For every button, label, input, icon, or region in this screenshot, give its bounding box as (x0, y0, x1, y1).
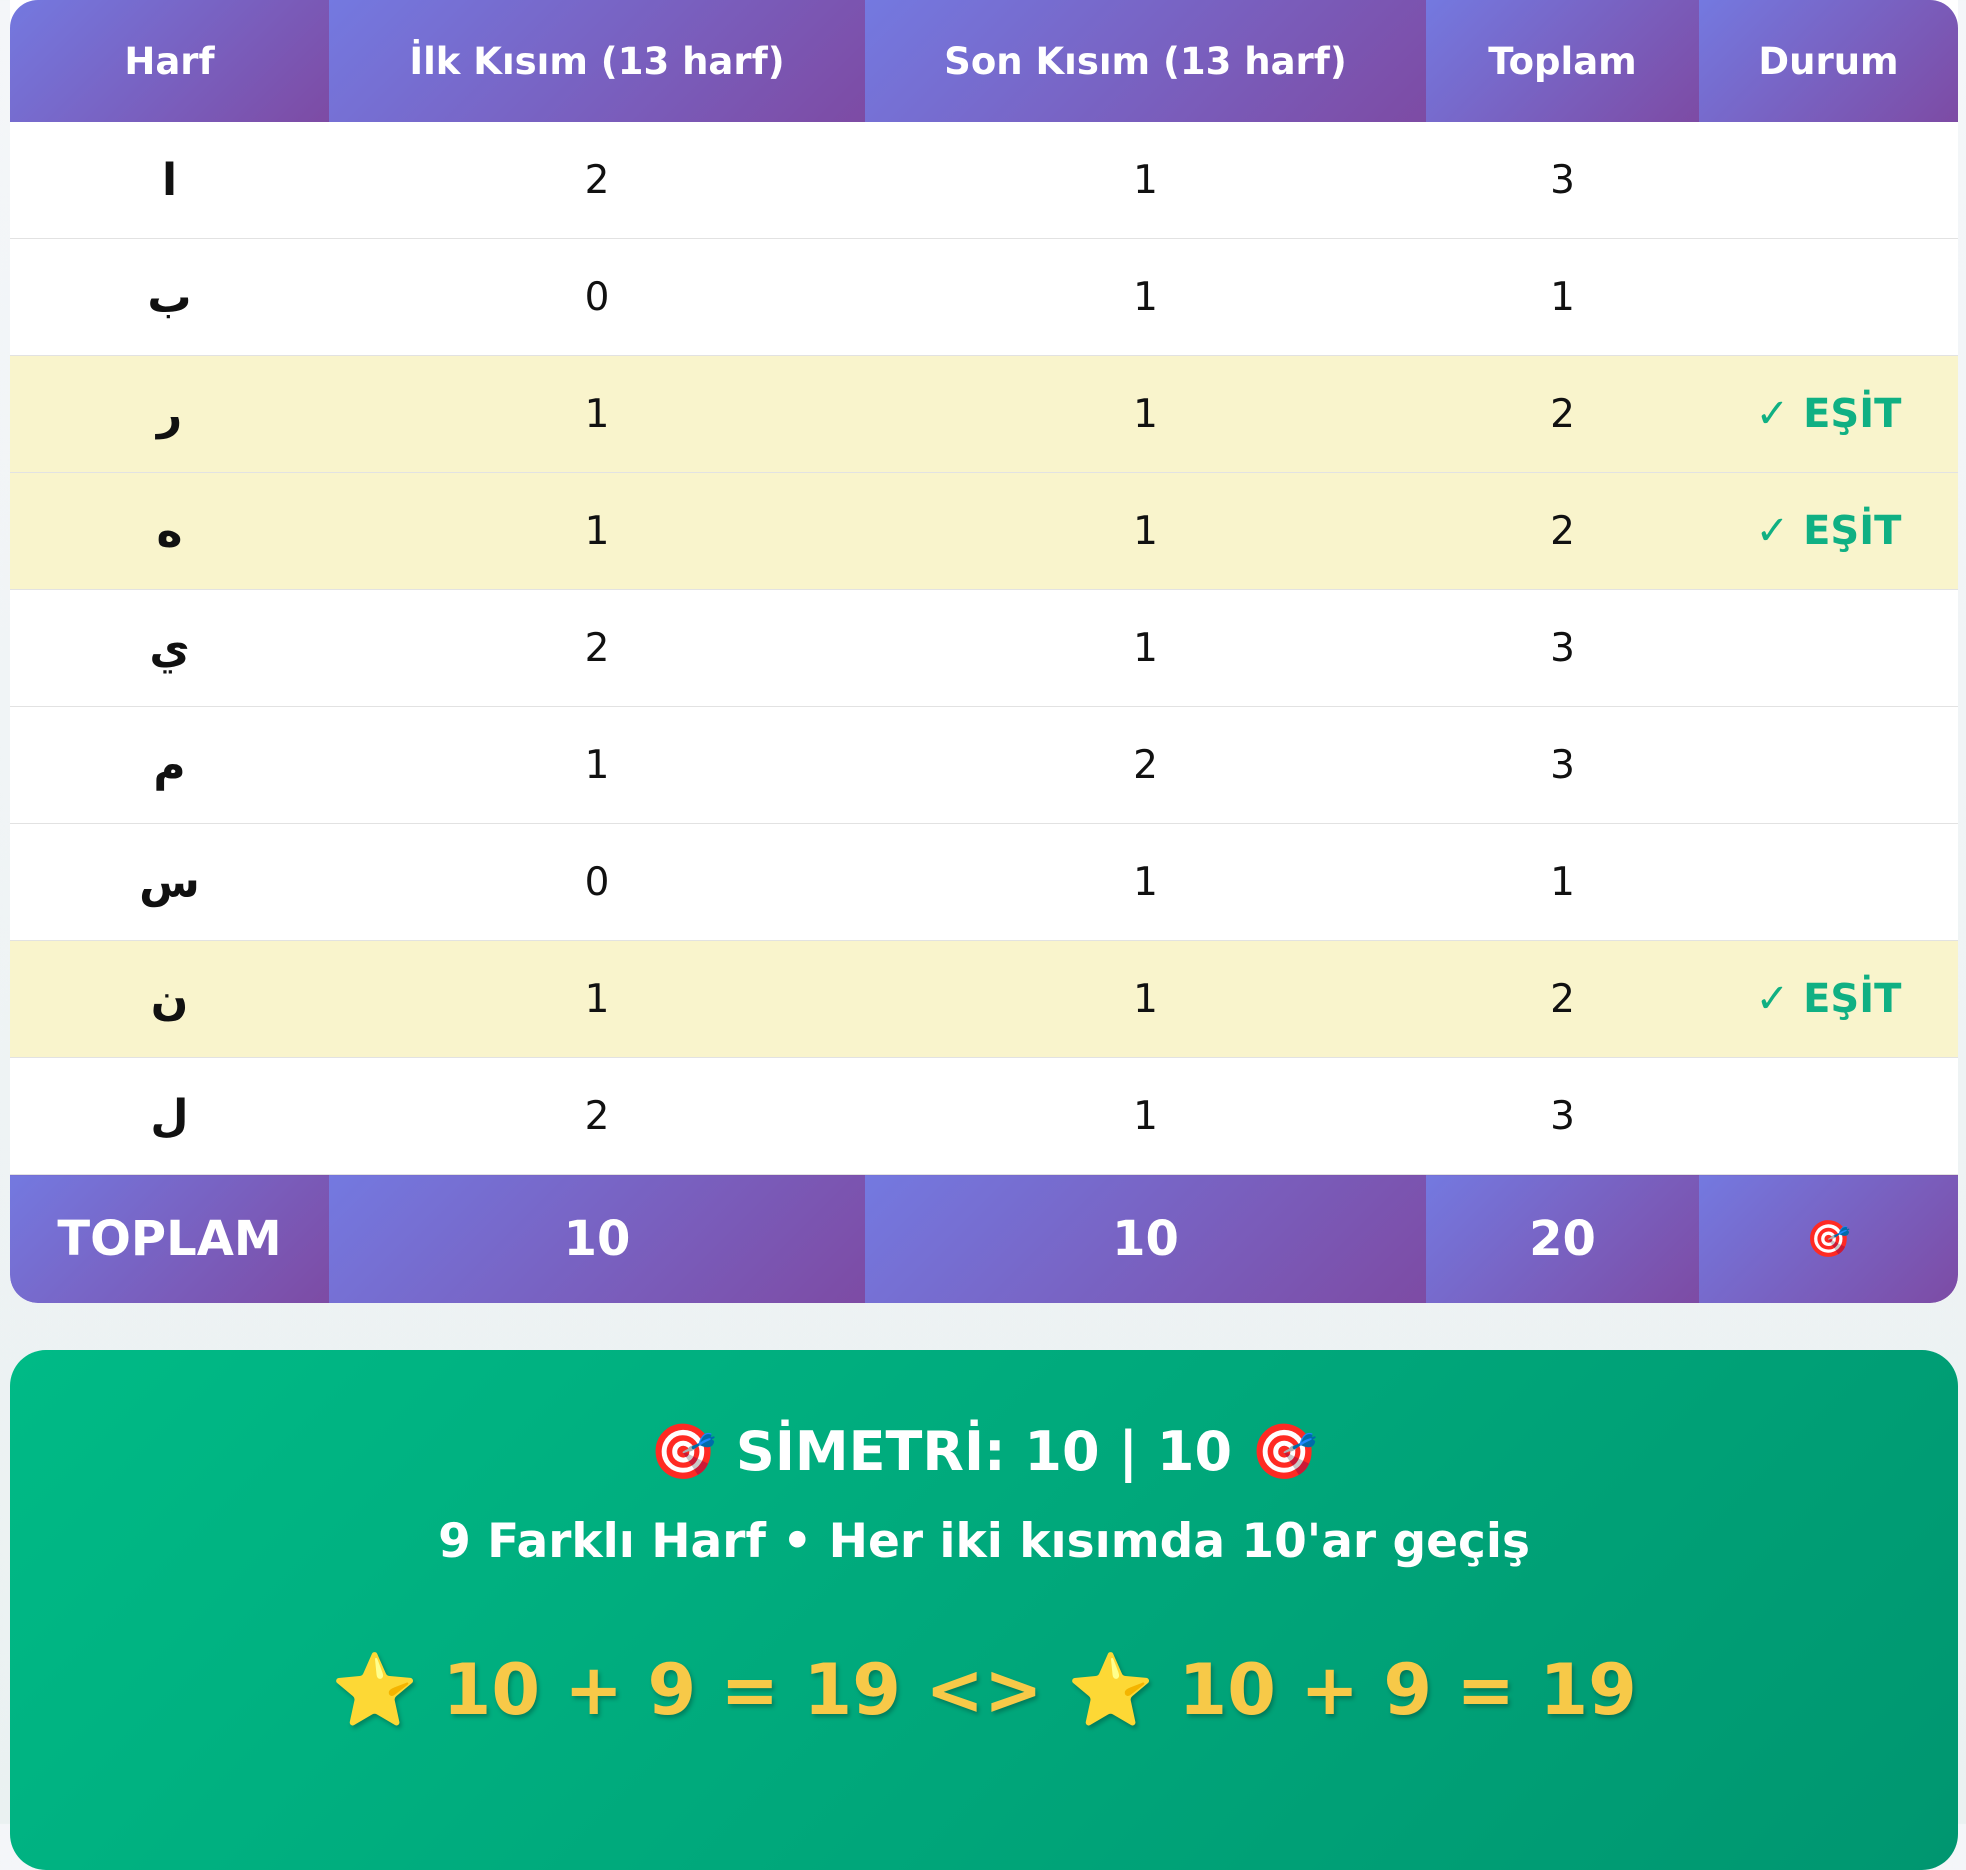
table-row: ه 1 1 2 ✓ EŞİT (10, 472, 1958, 590)
first-part-count: 2 (329, 122, 865, 239)
footer-last-total: 10 (865, 1174, 1426, 1303)
footer-first-total: 10 (329, 1174, 865, 1303)
table-header-row: Harf İlk Kısım (13 harf) Son Kısım (13 h… (10, 0, 1958, 122)
summary-subtitle: 9 Farklı Harf • Her iki kısımda 10'ar ge… (438, 1514, 1530, 1569)
last-part-count: 1 (865, 355, 1426, 473)
last-part-count: 1 (865, 122, 1426, 239)
first-part-count: 0 (329, 823, 865, 941)
total-count: 1 (1426, 823, 1699, 941)
letter-cell: ن (10, 940, 329, 1058)
total-count: 3 (1426, 122, 1699, 239)
table-row: ن 1 1 2 ✓ EŞİT (10, 940, 1958, 1058)
symmetry-summary-panel: 🎯 SİMETRİ: 10 | 10 🎯 9 Farklı Harf • Her… (10, 1350, 1958, 1870)
status-cell (1699, 706, 1958, 824)
table-footer-row: TOPLAM 10 10 20 🎯 (10, 1174, 1958, 1303)
first-part-count: 1 (329, 472, 865, 590)
letter-cell: ي (10, 589, 329, 707)
status-cell: ✓ EŞİT (1699, 940, 1958, 1058)
status-cell (1699, 823, 1958, 941)
status-cell (1699, 122, 1958, 239)
last-part-count: 1 (865, 238, 1426, 356)
last-part-count: 1 (865, 823, 1426, 941)
first-part-count: 1 (329, 706, 865, 824)
total-count: 2 (1426, 355, 1699, 473)
total-count: 1 (1426, 238, 1699, 356)
letter-cell: ل (10, 1057, 329, 1175)
letter-cell: ه (10, 472, 329, 590)
status-cell: ✓ EŞİT (1699, 355, 1958, 473)
summary-formula: ⭐ 10 + 9 = 19 <> ⭐ 10 + 9 = 19 (331, 1649, 1637, 1731)
first-part-count: 0 (329, 238, 865, 356)
letter-count-table: Harf İlk Kısım (13 harf) Son Kısım (13 h… (10, 0, 1958, 1303)
letter-cell: س (10, 823, 329, 941)
target-icon: 🎯 (1699, 1174, 1958, 1303)
table-row: ر 1 1 2 ✓ EŞİT (10, 355, 1958, 473)
last-part-count: 1 (865, 472, 1426, 590)
last-part-count: 1 (865, 1057, 1426, 1175)
letter-cell: ر (10, 355, 329, 473)
letter-cell: ا (10, 122, 329, 239)
status-cell: ✓ EŞİT (1699, 472, 1958, 590)
total-count: 3 (1426, 706, 1699, 824)
header-last-part: Son Kısım (13 harf) (865, 0, 1426, 122)
footer-label: TOPLAM (10, 1174, 329, 1303)
first-part-count: 2 (329, 589, 865, 707)
last-part-count: 1 (865, 589, 1426, 707)
status-cell (1699, 589, 1958, 707)
letter-cell: م (10, 706, 329, 824)
footer-grand-total: 20 (1426, 1174, 1699, 1303)
last-part-count: 2 (865, 706, 1426, 824)
status-cell (1699, 238, 1958, 356)
total-count: 2 (1426, 940, 1699, 1058)
summary-title: 🎯 SİMETRİ: 10 | 10 🎯 (649, 1420, 1319, 1483)
first-part-count: 1 (329, 355, 865, 473)
last-part-count: 1 (865, 940, 1426, 1058)
header-first-part: İlk Kısım (13 harf) (329, 0, 865, 122)
total-count: 3 (1426, 589, 1699, 707)
first-part-count: 1 (329, 940, 865, 1058)
header-status: Durum (1699, 0, 1958, 122)
first-part-count: 2 (329, 1057, 865, 1175)
status-cell (1699, 1057, 1958, 1175)
letter-cell: ب (10, 238, 329, 356)
total-count: 3 (1426, 1057, 1699, 1175)
header-total: Toplam (1426, 0, 1699, 122)
letter-count-table-container: Harf İlk Kısım (13 harf) Son Kısım (13 h… (10, 0, 1958, 1303)
total-count: 2 (1426, 472, 1699, 590)
header-letter: Harf (10, 0, 329, 122)
